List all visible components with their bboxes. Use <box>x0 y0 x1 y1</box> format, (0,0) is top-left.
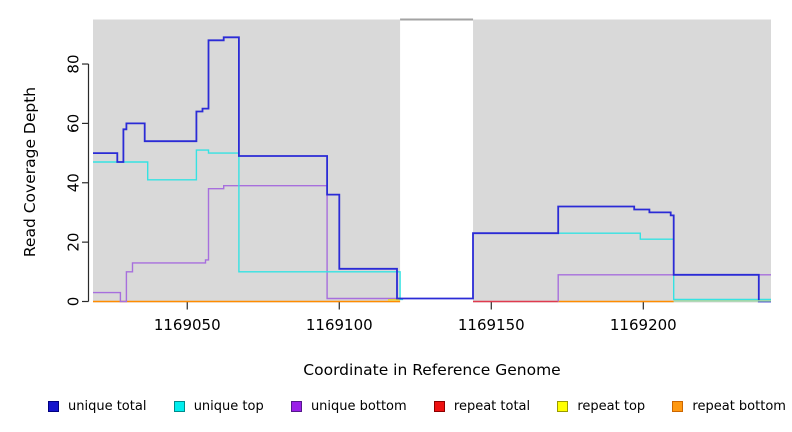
y-axis-label: Read Coverage Depth <box>21 86 39 258</box>
y-tick-label: 40 <box>65 173 83 192</box>
series-line-unique-top <box>473 232 771 301</box>
x-tick-label: 1169050 <box>154 316 221 334</box>
series-line-unique-bottom <box>93 185 401 303</box>
legend-swatch-icon <box>290 401 302 412</box>
legend-swatch-icon <box>672 401 684 412</box>
legend-item-repeat-total: repeat total <box>433 399 531 414</box>
legend-label: repeat bottom <box>692 399 786 414</box>
legend-item-unique-bottom: unique bottom <box>290 399 407 414</box>
coverage-region <box>93 19 401 303</box>
legend-item-repeat-bottom: repeat bottom <box>672 399 786 414</box>
series-line-unique-top <box>93 149 404 301</box>
legend-item-repeat-top: repeat top <box>557 399 645 414</box>
legend: unique total unique top unique bottom repea… <box>48 399 786 414</box>
legend-swatch-icon <box>173 401 185 412</box>
series-line-unique-total <box>93 36 771 303</box>
y-tick-label: 20 <box>65 233 83 252</box>
x-axis-label: Coordinate in Reference Genome <box>303 361 561 379</box>
y-tick-label: 80 <box>65 54 83 73</box>
x-tick-label: 1169150 <box>458 316 525 334</box>
coverage-region <box>473 19 771 303</box>
y-tick-label: 60 <box>65 114 83 133</box>
legend-swatch-icon <box>557 401 569 412</box>
legend-label: unique total <box>68 399 147 414</box>
x-tick-label: 1169200 <box>610 316 677 334</box>
legend-label: unique bottom <box>310 399 407 414</box>
coverage-plot-canvas: 0 20 40 60 80 1169050 1169100 1169150 1169200 <box>65 18 771 334</box>
legend-swatch-icon <box>433 401 445 412</box>
legend-label: unique top <box>193 399 264 414</box>
legend-item-unique-total: unique total <box>48 399 146 414</box>
legend-label: repeat total <box>453 399 531 414</box>
legend-label: repeat top <box>577 399 646 414</box>
legend-item-unique-top: unique top <box>173 399 264 414</box>
y-tick-label: 0 <box>65 297 83 307</box>
x-tick-label: 1169100 <box>306 316 373 334</box>
legend-swatch-icon <box>48 401 59 412</box>
